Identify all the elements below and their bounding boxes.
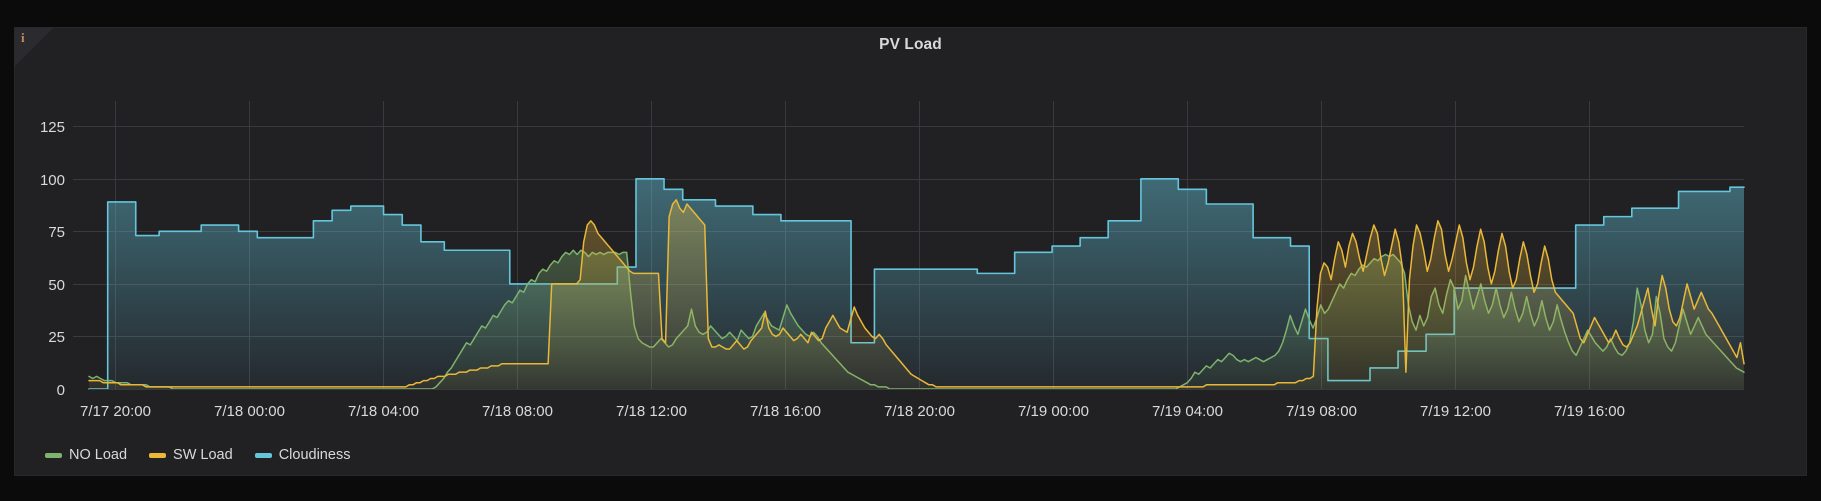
x-axis-tick-label: 7/19 12:00 xyxy=(1420,403,1491,420)
legend-label-cloudiness: Cloudiness xyxy=(278,447,351,463)
x-axis-tick-label: 7/18 08:00 xyxy=(482,403,553,420)
legend-color-swatch-sw-load xyxy=(149,452,167,458)
x-axis-tick-label: 7/18 00:00 xyxy=(214,403,285,420)
graph-panel: i PV Load 0 25 50 75 100 125 7/17 20:00 7/18 00… xyxy=(14,27,1807,476)
info-icon[interactable]: i xyxy=(21,30,25,45)
series-area-sw-load xyxy=(89,199,1744,389)
x-axis-tick-label: 7/19 04:00 xyxy=(1152,403,1223,420)
legend-item-no-load[interactable]: NO Load xyxy=(45,447,127,463)
x-axis-tick-label: 7/18 20:00 xyxy=(884,403,955,420)
y-axis-tick-label: 25 xyxy=(48,329,65,346)
x-axis-tick-label: 7/18 16:00 xyxy=(750,403,821,420)
x-axis-tick-label: 7/18 04:00 xyxy=(348,403,419,420)
x-axis-tick-label: 7/19 16:00 xyxy=(1554,403,1625,420)
legend-label-sw-load: SW Load xyxy=(173,447,233,463)
x-axis-tick-label: 7/18 12:00 xyxy=(616,403,687,420)
y-axis-tick-label: 100 xyxy=(40,172,65,189)
y-axis-tick-label: 50 xyxy=(48,277,65,294)
series-line-sw-load xyxy=(88,199,1745,388)
legend-label-no-load: NO Load xyxy=(69,447,128,463)
legend-color-swatch-no-load xyxy=(45,452,62,458)
legend-color-swatch-cloudiness xyxy=(254,452,272,458)
legend-item-sw-load[interactable]: SW Load xyxy=(149,447,233,463)
chart-legend: NO Load SW Load Cloudiness xyxy=(45,447,350,463)
x-axis-tick-label: 7/19 00:00 xyxy=(1018,403,1089,420)
y-axis-tick-label: 125 xyxy=(40,119,65,136)
x-axis-tick-label: 7/19 08:00 xyxy=(1286,403,1357,420)
panel-info-corner[interactable] xyxy=(15,28,53,66)
plot-area[interactable]: 0 25 50 75 100 125 7/17 20:00 7/18 00:00 7/18 04… xyxy=(15,28,1807,476)
y-axis-tick-label: 75 xyxy=(48,224,65,241)
panel-title: PV Load xyxy=(879,36,942,53)
y-axis-tick-label: 0 xyxy=(57,382,65,399)
x-axis-tick-label: 7/17 20:00 xyxy=(80,403,151,420)
timeseries-chart[interactable]: 0 25 50 75 100 125 7/17 20:00 7/18 00:00 7/18 04… xyxy=(15,28,1807,476)
legend-item-cloudiness[interactable]: Cloudiness xyxy=(254,447,351,463)
